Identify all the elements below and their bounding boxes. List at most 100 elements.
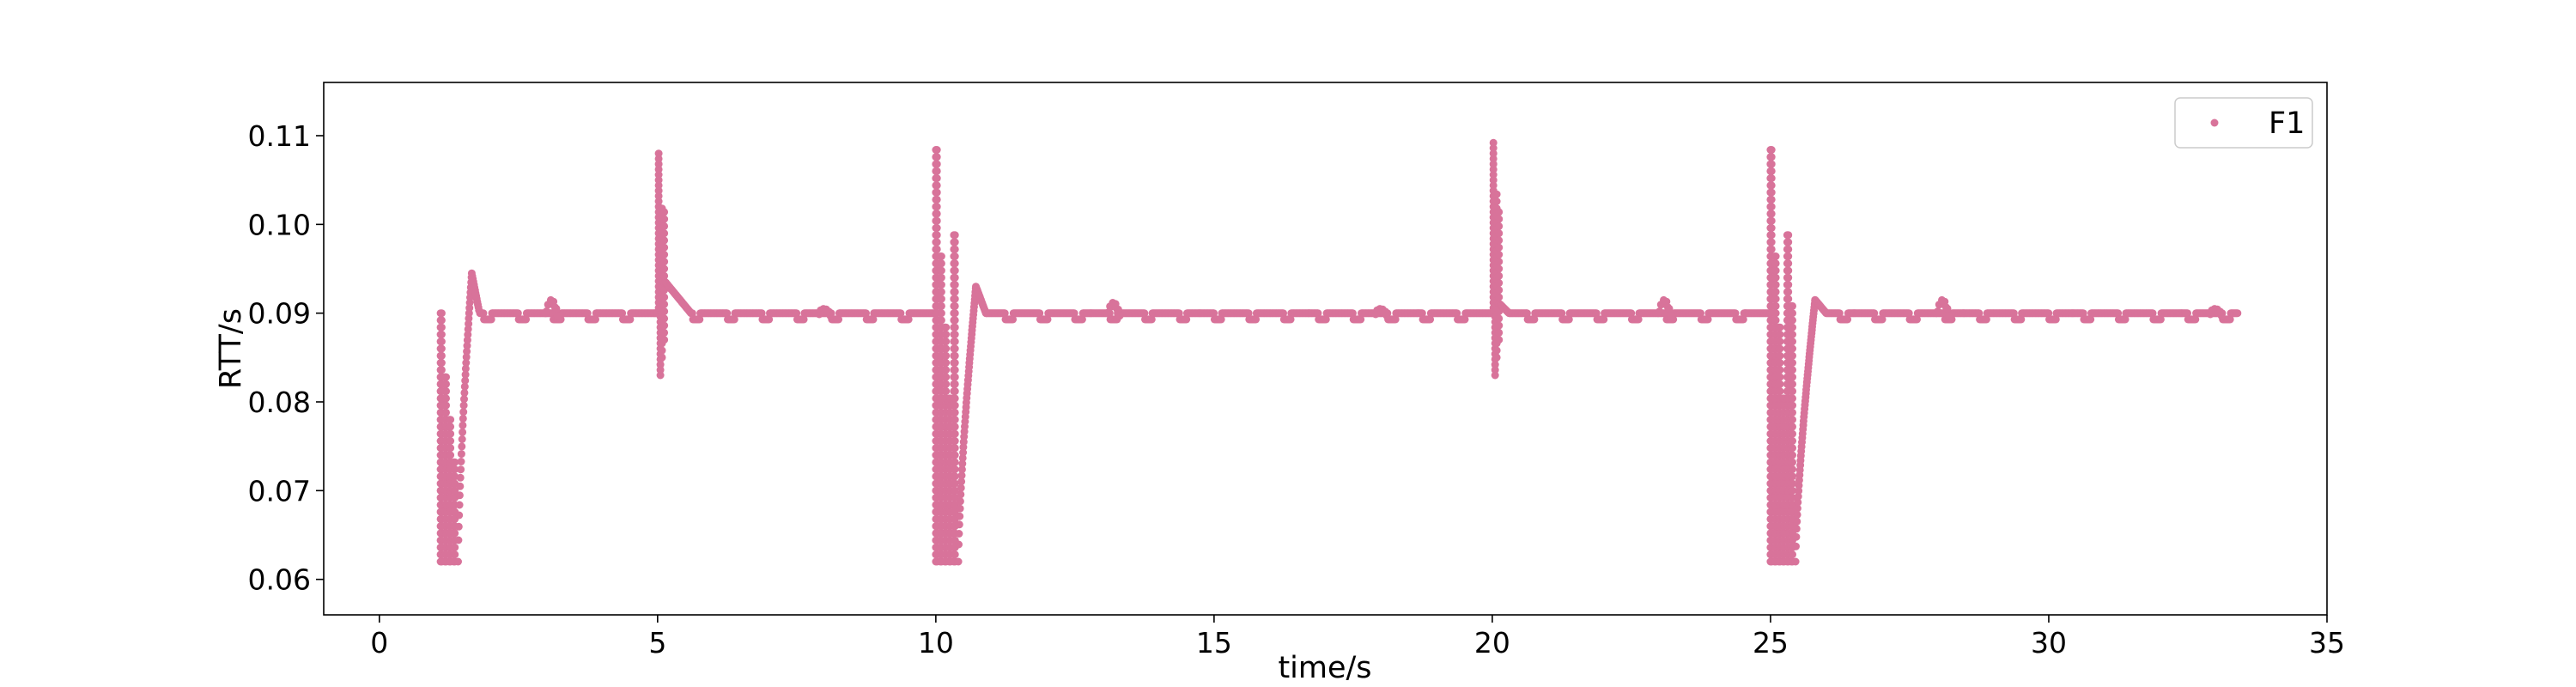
data-point — [951, 231, 959, 240]
data-point — [869, 315, 878, 324]
data-point — [1495, 243, 1504, 252]
data-point — [626, 315, 635, 324]
data-point — [951, 444, 959, 453]
data-point — [1600, 315, 1608, 324]
data-point — [463, 347, 471, 356]
data-point — [1078, 315, 1086, 324]
data-point — [660, 251, 669, 258]
data-point — [1789, 359, 1796, 367]
data-point — [1489, 155, 1498, 163]
data-point — [1767, 181, 1776, 190]
data-point — [462, 353, 471, 362]
data-point — [1789, 429, 1796, 438]
data-point — [1147, 315, 1156, 324]
data-point — [1489, 181, 1498, 190]
data-point — [937, 281, 945, 289]
data-point — [793, 309, 801, 318]
data-point — [660, 258, 669, 266]
data-point — [1771, 281, 1780, 289]
data-point — [1495, 279, 1504, 287]
data-point — [1000, 309, 1009, 318]
data-point — [687, 309, 696, 318]
data-point — [1776, 337, 1784, 346]
data-point — [451, 465, 459, 473]
data-point — [654, 149, 663, 158]
data-point — [1789, 494, 1796, 502]
x-tick-label: 0 — [370, 626, 388, 660]
data-point — [451, 529, 459, 538]
data-point — [1767, 146, 1776, 154]
data-point — [1009, 315, 1018, 324]
data-point — [1776, 331, 1784, 338]
data-point — [951, 437, 959, 445]
data-point — [1767, 231, 1776, 240]
x-tick-label: 5 — [648, 626, 666, 660]
data-point — [437, 316, 446, 325]
data-point — [451, 550, 459, 559]
data-point — [1794, 498, 1802, 507]
data-point — [1767, 153, 1776, 161]
data-point — [660, 215, 669, 223]
data-point — [951, 344, 959, 353]
data-point — [654, 165, 663, 173]
data-point — [1495, 208, 1504, 216]
data-point — [459, 428, 467, 436]
data-point — [447, 423, 455, 431]
data-point — [1776, 387, 1784, 396]
data-point — [487, 315, 495, 324]
data-point — [1767, 167, 1776, 175]
x-tick-label: 35 — [2309, 626, 2345, 660]
data-point — [1789, 479, 1796, 488]
data-point — [951, 266, 959, 275]
data-point — [1821, 308, 1830, 317]
legend-label-f1: F1 — [2269, 106, 2305, 141]
data-point — [592, 315, 599, 324]
data-point — [1731, 309, 1740, 318]
data-point — [1771, 309, 1780, 318]
data-point — [1767, 160, 1776, 168]
data-point — [937, 295, 945, 303]
data-point — [1776, 373, 1784, 381]
data-point — [1070, 309, 1078, 318]
data-point — [1784, 273, 1793, 282]
data-point — [459, 408, 468, 416]
data-point — [937, 259, 945, 268]
data-point — [1492, 190, 1501, 198]
data-point — [1771, 295, 1780, 303]
data-point — [951, 373, 959, 381]
data-point — [1789, 323, 1796, 331]
data-point — [1656, 307, 1664, 315]
data-point — [1771, 273, 1780, 282]
data-point — [957, 465, 966, 474]
data-point — [442, 401, 450, 410]
data-point — [1495, 286, 1504, 295]
data-point — [933, 153, 941, 161]
data-point — [1784, 238, 1793, 246]
data-point — [442, 408, 450, 416]
data-point — [437, 344, 446, 353]
data-point — [1489, 160, 1498, 168]
data-point — [1495, 321, 1504, 330]
data-point — [1776, 344, 1784, 353]
data-point — [951, 429, 959, 438]
data-point — [1934, 307, 1942, 315]
data-point — [459, 401, 468, 410]
data-point — [1789, 331, 1796, 338]
data-point — [730, 315, 738, 324]
data-point — [1697, 309, 1704, 318]
data-point — [1348, 309, 1357, 318]
data-point — [954, 557, 963, 566]
data-point — [937, 288, 945, 296]
legend: F1 — [2174, 97, 2313, 149]
data-point — [1945, 312, 1953, 320]
data-point — [933, 195, 941, 204]
data-point — [1592, 309, 1601, 318]
x-tick-label: 30 — [2031, 626, 2067, 660]
data-point — [447, 451, 455, 459]
data-point — [1789, 366, 1796, 374]
data-point — [457, 458, 465, 465]
data-point — [1784, 231, 1793, 240]
data-point — [460, 388, 469, 397]
data-point — [1784, 245, 1793, 253]
data-point — [1784, 252, 1793, 260]
